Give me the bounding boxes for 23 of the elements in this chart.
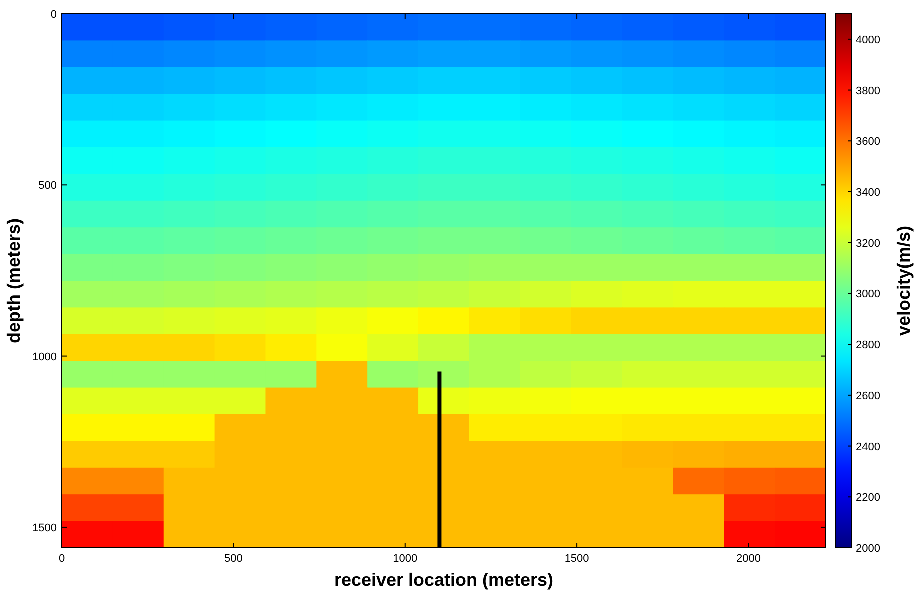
x-tick-label: 500	[224, 553, 243, 565]
color-bar-label: 2800	[856, 340, 880, 352]
color-bar-label: 3200	[856, 238, 880, 250]
color-bar-label: 2400	[856, 441, 880, 454]
x-tick-label: 1000	[393, 553, 418, 565]
y-tick-label: 0	[50, 9, 57, 21]
color-bar-label: 3400	[856, 187, 880, 199]
color-bar-label: 2000	[856, 543, 880, 555]
color-bar-label: 4000	[856, 34, 880, 46]
color-bar-label: 3000	[856, 288, 880, 301]
x-tick-label: 2000	[736, 553, 761, 565]
y-tick-label: 500	[38, 180, 57, 192]
y-tick-label: 1000	[32, 351, 57, 364]
x-axis-title: receiver location (meters)	[334, 570, 554, 590]
x-tick-label: 1500	[564, 553, 590, 565]
color-bar-label: 3800	[856, 85, 880, 98]
color-bar-label: 2200	[856, 492, 880, 504]
y-tick-label: 1500	[32, 522, 57, 534]
y-axis-title: depth (meters)	[4, 218, 24, 344]
color-bar-title: velocity(m/s)	[894, 226, 914, 336]
color-bar-label: 2600	[856, 390, 880, 402]
color-bar-label: 3600	[856, 136, 880, 148]
x-tick-label: 0	[58, 553, 66, 565]
